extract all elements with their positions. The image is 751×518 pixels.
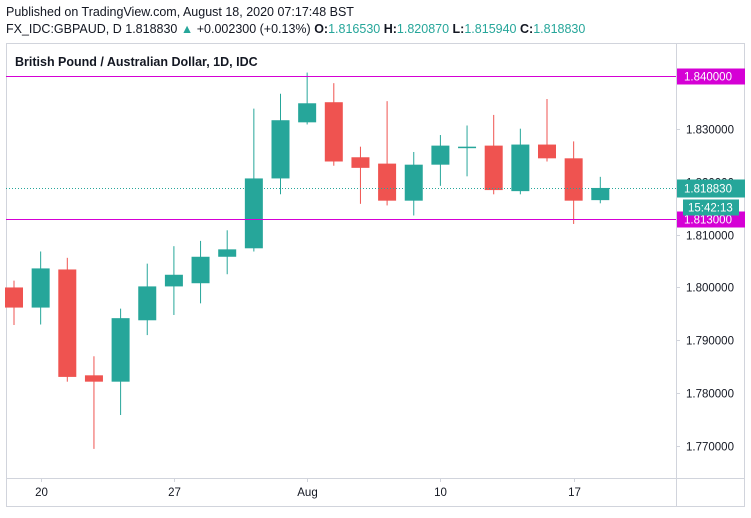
candle	[111, 308, 130, 416]
candle	[5, 280, 23, 326]
candle-body	[31, 268, 50, 308]
candle-body	[271, 120, 290, 179]
candles-layer	[5, 72, 610, 449]
candle	[271, 93, 290, 195]
candle	[458, 125, 477, 177]
up-arrow-icon: ▲	[180, 22, 194, 36]
time-tick-label: 27	[168, 487, 181, 499]
candle-body	[458, 146, 477, 149]
time-tick-label: Aug	[297, 487, 317, 499]
candle	[58, 257, 77, 382]
candle	[164, 246, 183, 315]
price-change: +0.002300 (+0.13%)	[196, 22, 311, 36]
candle	[511, 128, 530, 195]
candle	[191, 240, 210, 304]
candle-body	[218, 249, 237, 257]
published-note: Published on TradingView.com, August 18,…	[6, 5, 354, 19]
candle-body	[5, 287, 23, 308]
price-tick-label: 1.800000	[686, 283, 734, 295]
level-price-label: 1.813000	[684, 215, 732, 227]
candle-body	[138, 286, 157, 321]
price-tick-label: 1.770000	[686, 442, 734, 454]
candle	[218, 230, 237, 275]
candle-body	[564, 158, 583, 201]
time-tick-label: 17	[568, 487, 581, 499]
symbol-label: FX_IDC:GBPAUD, D	[6, 22, 122, 36]
price-tick-label: 1.810000	[686, 231, 734, 243]
price-tick-label: 1.780000	[686, 389, 734, 401]
time-tick-label: 20	[35, 487, 48, 499]
candle-body	[84, 375, 103, 382]
candle	[564, 141, 583, 224]
countdown-label: 15:42:13	[688, 203, 733, 215]
candle-body	[591, 187, 610, 201]
candle-body	[111, 318, 130, 382]
close-value: 1.818830	[533, 22, 586, 36]
price-tick-label: 1.830000	[686, 125, 734, 137]
candle	[138, 263, 157, 336]
candle	[404, 151, 423, 216]
level-price-tag	[677, 68, 745, 85]
candle-body	[58, 269, 77, 377]
low-value: 1.815940	[464, 22, 517, 36]
candle-body	[324, 102, 343, 162]
candle-body	[431, 145, 450, 165]
price-axis[interactable]: 1.770000 1.780000 1.790000 1.800000 1.810000…	[676, 125, 745, 454]
time-tick-label: 10	[434, 487, 447, 499]
candle-body	[191, 256, 210, 284]
open-label: O:	[314, 22, 329, 36]
last-price-tag	[677, 179, 745, 198]
high-value: 1.820870	[396, 22, 450, 36]
candle	[591, 176, 610, 204]
time-axis[interactable]: 20 27 Aug 10 17	[35, 478, 581, 499]
horizontal-lines-layer: 1.840000 1.813000	[6, 68, 745, 228]
candle	[244, 108, 263, 252]
countdown-tag	[683, 199, 739, 216]
plot-frame	[6, 43, 745, 507]
low-label: L:	[452, 22, 465, 36]
candle-body	[164, 274, 183, 287]
candle-body	[484, 145, 503, 191]
chart-title: British Pound / Australian Dollar, 1D, I…	[15, 55, 258, 69]
candle	[538, 99, 556, 162]
candle	[351, 146, 370, 204]
candle-body	[244, 178, 263, 249]
candle	[378, 101, 397, 206]
candle-body	[404, 164, 423, 201]
ohlc-legend: FX_IDC:GBPAUD, D 1.818830 ▲ +0.002300 (+…	[6, 21, 585, 38]
candle	[31, 251, 50, 325]
candle	[298, 72, 317, 125]
open-value: 1.816530	[328, 22, 381, 36]
chart-header: Published on TradingView.com, August 18,…	[6, 4, 585, 38]
candle	[431, 135, 450, 186]
price-tick-label: 1.790000	[686, 336, 734, 348]
close-label: C:	[519, 22, 534, 36]
candle-body	[378, 163, 397, 201]
level-price-label: 1.840000	[684, 72, 732, 84]
high-label: H:	[383, 22, 397, 36]
candle-body	[538, 144, 556, 159]
last-price-label: 1.818830	[684, 184, 732, 196]
candle	[484, 114, 503, 195]
candle	[324, 83, 343, 166]
candle	[84, 356, 103, 449]
candle-body	[511, 144, 530, 192]
candle-body	[351, 157, 370, 168]
last-price: 1.818830	[125, 22, 178, 36]
candle-body	[298, 103, 317, 123]
